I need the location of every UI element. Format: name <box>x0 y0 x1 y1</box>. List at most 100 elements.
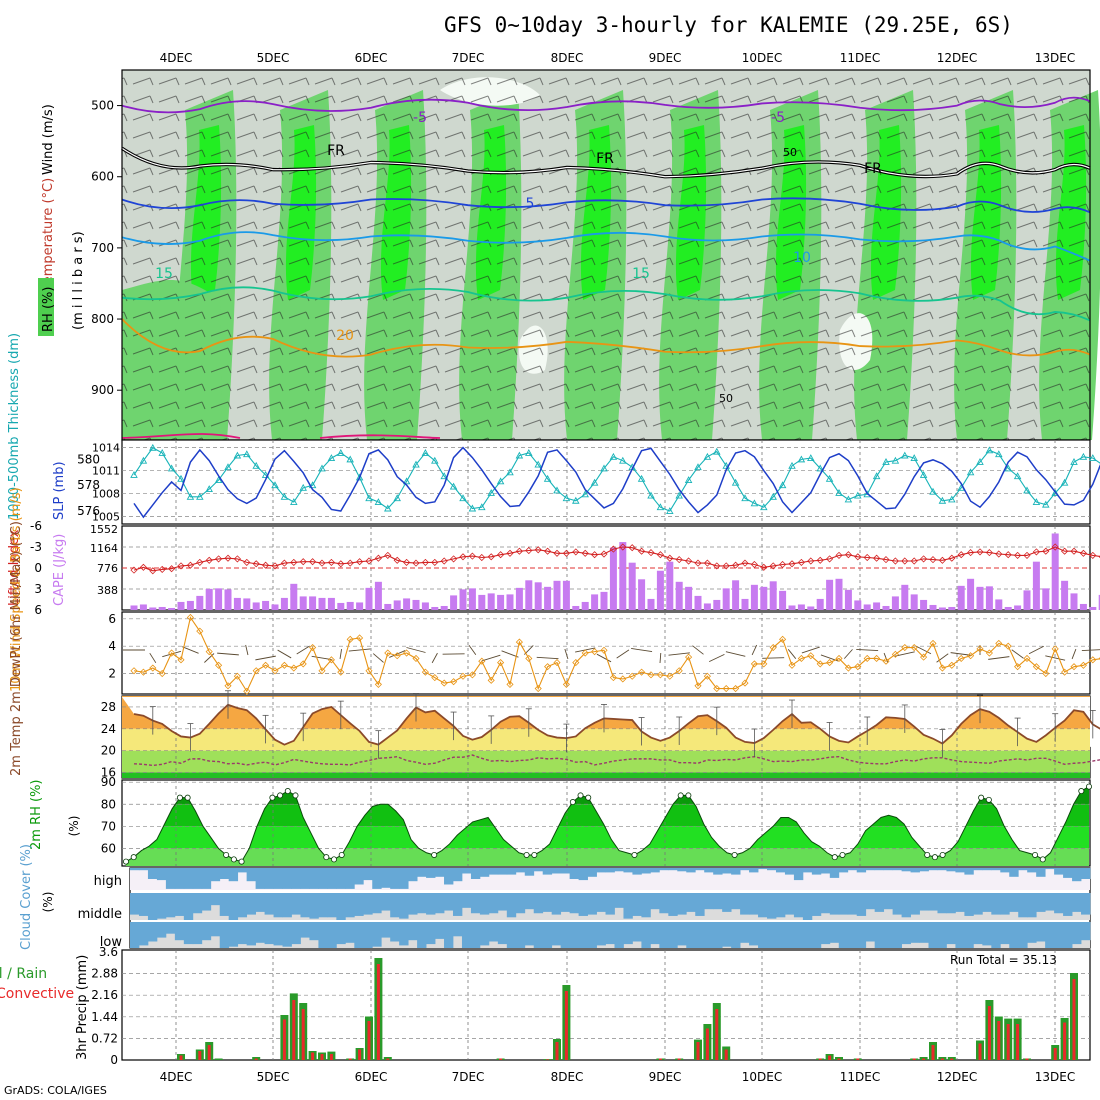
precip-convective-bar <box>1016 1024 1020 1060</box>
rh2m-point <box>176 794 183 801</box>
wind-speed-point <box>816 660 824 668</box>
cloud-middle-bar <box>838 893 849 915</box>
precip-tick-label: 2.16 <box>91 988 118 1002</box>
thickness-point <box>280 492 289 500</box>
cloud-high-bar <box>784 868 795 875</box>
cloud-low-bar <box>219 922 230 948</box>
cloud-high-bar <box>1000 868 1010 873</box>
lifted-index-point <box>685 557 693 565</box>
cloud-unit-label: (%) <box>41 892 55 913</box>
rh2m-point <box>677 792 684 799</box>
wind-speed-point <box>403 649 411 657</box>
cape-bar <box>1051 533 1059 610</box>
cloud-middle-bar <box>874 893 885 912</box>
wind-speed-point <box>788 661 796 669</box>
rh2m-point <box>184 794 191 801</box>
thickness-point <box>910 454 918 462</box>
cloud-high-bar <box>506 868 517 875</box>
cape-bar <box>1032 561 1040 610</box>
cloud-low-bar <box>551 922 562 946</box>
precip-convective-bar <box>1063 1022 1067 1060</box>
rh2m-tick-label: 70 <box>101 819 116 833</box>
cloud-middle-bar <box>219 893 230 916</box>
lifted-index-point <box>393 556 401 564</box>
lifted-index-point <box>299 558 307 566</box>
precip-convective-bar <box>950 1058 954 1060</box>
cloud-middle-bar <box>426 893 436 915</box>
cloud-low-bar <box>1081 922 1091 941</box>
wind-speed-point <box>638 668 646 676</box>
wind-tick-label: 6 <box>108 612 116 626</box>
cape-tick-label: 388 <box>97 584 118 597</box>
cape-bar <box>337 602 345 610</box>
cloud-middle-bar <box>1045 893 1055 911</box>
lifted-index-point <box>844 551 852 559</box>
cloud-high-bar <box>767 868 777 871</box>
rh2m-point <box>223 851 230 858</box>
lifted-index-point <box>873 554 881 562</box>
cloud-low-bar <box>641 922 651 948</box>
cloud-middle-bar <box>542 893 553 912</box>
thickness-point <box>308 481 317 489</box>
cloud-high-bar <box>587 868 597 877</box>
cloud-high-bar <box>713 868 723 875</box>
thickness-slp-panel: 580 578 576 1014 1011 1008 1005 1000-500mb Thi… <box>7 333 1100 525</box>
lifted-index-point <box>450 555 458 563</box>
cloud-low-bar <box>273 922 283 946</box>
thickness-point <box>1004 464 1012 472</box>
pressure-tick-label: 500 <box>91 99 114 113</box>
cloud-low-bar <box>946 922 956 945</box>
precip-convective-bar <box>198 1051 202 1060</box>
thickness-point <box>243 450 251 458</box>
top-date-label: 9DEC <box>649 51 682 65</box>
cloud-middle-bar <box>632 893 642 916</box>
thickness-point <box>713 447 721 455</box>
cloud-low-bar <box>1072 922 1082 945</box>
thickness-point <box>402 477 411 485</box>
thickness-point <box>572 496 580 504</box>
precip-tick-label: 2.88 <box>91 967 118 981</box>
cape-bar <box>863 604 871 610</box>
cloud-middle-bar <box>192 893 203 914</box>
cloud-middle-bar <box>596 893 606 912</box>
cloud-middle-bar <box>560 893 571 912</box>
cloud-middle-bar <box>758 893 768 918</box>
thickness-point <box>374 498 383 505</box>
wind-speed-point <box>967 652 975 660</box>
rh2m-tick-label: 90 <box>101 775 116 789</box>
cloud-middle-bar <box>345 893 355 918</box>
cloud-middle-bar <box>138 893 149 916</box>
lifted-index-point <box>807 557 815 565</box>
lifted-index-point <box>412 559 420 567</box>
cloud-high-bar <box>282 868 292 889</box>
wind-speed-point <box>666 672 674 680</box>
cloud-low-bar <box>623 922 633 945</box>
cloud-middle-bar <box>354 893 364 916</box>
wind-speed-point <box>957 654 965 663</box>
cloud-low-bar <box>784 922 795 948</box>
cloud-middle-bar <box>444 893 454 911</box>
wind-speed-point <box>337 668 345 676</box>
cloud-middle-bar <box>937 893 947 914</box>
cloud-high-bar <box>946 868 956 872</box>
cape-bar <box>177 601 185 610</box>
lifted-index-point <box>243 558 251 566</box>
cape-bar <box>299 596 307 610</box>
thickness-point <box>835 489 843 496</box>
cape-bar <box>854 600 862 610</box>
thickness-point <box>506 468 514 476</box>
wind-speed-point <box>309 643 317 652</box>
cloud-high-bar <box>183 868 194 889</box>
cloud-high-bar <box>695 868 705 871</box>
isotherm-label: 5 <box>526 196 535 212</box>
cloud-low-bar <box>919 922 929 943</box>
thickness-point <box>1023 486 1031 494</box>
cape-bar <box>769 581 777 610</box>
cloud-middle-bar <box>470 893 481 914</box>
cloud-middle-bar <box>300 893 310 918</box>
precip-convective-bar <box>987 1006 991 1060</box>
thickness-point <box>741 494 749 502</box>
cape-bar <box>252 602 260 610</box>
lifted-index-point <box>562 549 570 557</box>
cloud-low-bar <box>147 922 158 942</box>
